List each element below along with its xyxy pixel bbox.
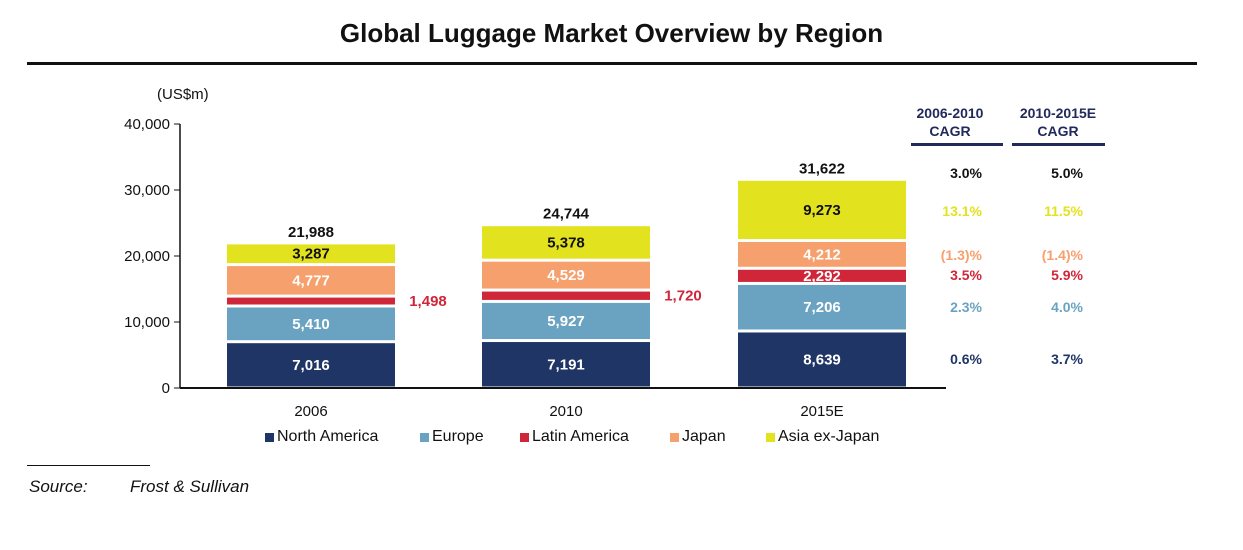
cagr-value: 11.5%	[1044, 203, 1083, 219]
cagr-value: 13.1%	[942, 203, 982, 219]
total-label: 24,744	[543, 206, 590, 223]
bar-europe	[738, 284, 906, 330]
bar-japan	[227, 266, 395, 295]
data-label: 5,927	[547, 313, 585, 330]
y-tick-label: 40,000	[124, 116, 170, 133]
legend-swatch	[766, 432, 775, 442]
data-label: 3,287	[292, 246, 330, 263]
title-rule	[27, 62, 1197, 65]
cagr-header-1: 2006-2010 CAGR	[902, 104, 998, 140]
bar-europe	[482, 302, 650, 340]
cagr-value: 2.3%	[950, 299, 982, 315]
cagr-value: 5.0%	[1051, 165, 1083, 181]
data-label: 1,720	[664, 288, 702, 305]
data-label: 9,273	[803, 202, 841, 219]
legend-item: Latin America	[520, 428, 629, 446]
data-label: 4,529	[547, 267, 585, 284]
data-label: 7,191	[547, 356, 585, 373]
legend-swatch	[520, 432, 529, 442]
bar-europe	[227, 307, 395, 341]
bar-japan	[738, 241, 906, 267]
cagr-value: 3.0%	[950, 165, 982, 181]
source-label: Source:	[29, 477, 88, 496]
legend-swatch	[420, 432, 429, 442]
data-label: 7,016	[292, 357, 330, 374]
cagr-value: 3.5%	[950, 267, 982, 283]
data-label: 7,206	[803, 299, 841, 316]
bar-asia-ex-japan	[738, 180, 906, 239]
bar-north-america	[482, 342, 650, 387]
cagr-value: 3.7%	[1051, 351, 1083, 367]
y-tick-label: 0	[162, 380, 170, 397]
y-tick-label: 30,000	[124, 182, 170, 199]
bar-latin-america	[738, 269, 906, 282]
data-label: 4,212	[803, 246, 841, 263]
legend-label: Japan	[682, 428, 726, 445]
data-label: 2,292	[803, 268, 841, 285]
cagr-header-2-underline	[1012, 143, 1105, 146]
bar-latin-america	[227, 297, 395, 305]
source-rule	[27, 465, 150, 466]
total-label: 21,988	[288, 224, 334, 241]
legend-item: Asia ex-Japan	[766, 428, 879, 446]
legend-swatch	[265, 432, 274, 442]
cagr-value: 4.0%	[1051, 299, 1083, 315]
bar-asia-ex-japan	[482, 226, 650, 259]
legend-item: North America	[265, 428, 378, 446]
data-label: 5,378	[547, 234, 585, 251]
bar-latin-america	[482, 291, 650, 300]
legend-item: Europe	[420, 428, 484, 446]
y-tick-label: 10,000	[124, 314, 170, 331]
chart-title: Global Luggage Market Overview by Region	[339, 18, 884, 48]
cagr-header-2-line2: CAGR	[1037, 123, 1079, 139]
legend-item: Japan	[670, 428, 726, 446]
cagr-header-1-line1: 2006-2010	[916, 105, 984, 121]
legend-label: Asia ex-Japan	[778, 428, 880, 445]
legend-label: North America	[277, 428, 379, 445]
cagr-header-1-underline	[911, 143, 1003, 146]
bar-north-america	[227, 343, 395, 387]
legend-swatch	[670, 432, 679, 442]
cagr-value: 5.9%	[1051, 267, 1083, 283]
data-label: 4,777	[292, 272, 330, 289]
bar-asia-ex-japan	[227, 244, 395, 264]
cagr-header-1-line2: CAGR	[929, 123, 971, 139]
data-label: 1,498	[409, 293, 447, 310]
cagr-value: (1.3)%	[941, 247, 983, 263]
cagr-header-2-line1: 2010-2015E	[1019, 105, 1097, 121]
cagr-value: (1.4)%	[1042, 247, 1084, 263]
data-label: 5,410	[292, 316, 330, 333]
cagr-header-2: 2010-2015E CAGR	[1010, 104, 1106, 140]
x-tick-label: 2015E	[800, 403, 843, 420]
x-tick-label: 2010	[549, 403, 582, 420]
y-axis-unit: (US$m)	[157, 86, 209, 103]
bar-japan	[482, 261, 650, 289]
x-tick-label: 2006	[294, 403, 327, 420]
data-label: 8,639	[803, 351, 841, 368]
legend-label: Europe	[432, 428, 484, 445]
y-tick-label: 20,000	[124, 248, 170, 265]
source-value: Frost & Sullivan	[130, 477, 250, 496]
total-label: 31,622	[799, 160, 845, 177]
bar-north-america	[738, 332, 906, 387]
cagr-value: 0.6%	[950, 351, 982, 367]
legend-label: Latin America	[532, 428, 629, 445]
